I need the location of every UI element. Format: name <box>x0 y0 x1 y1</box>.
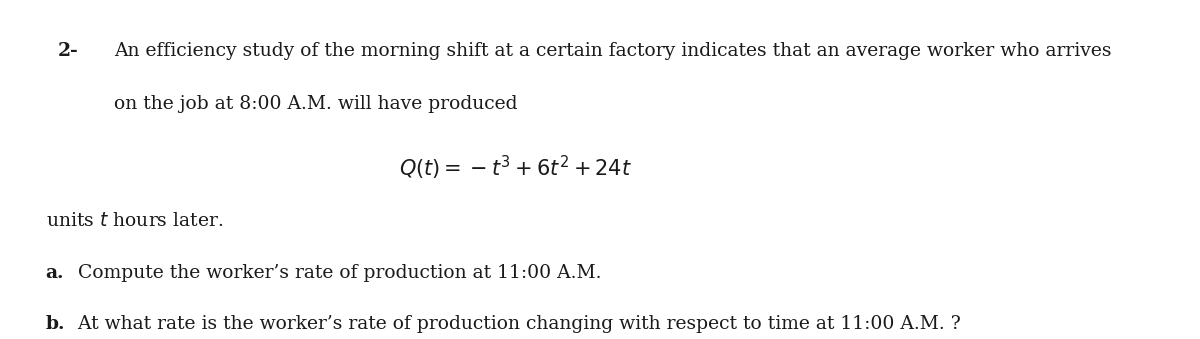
Text: a.: a. <box>46 264 64 282</box>
Text: An efficiency study of the morning shift at a certain factory indicates that an : An efficiency study of the morning shift… <box>114 42 1111 60</box>
Text: units $t$ hours later.: units $t$ hours later. <box>46 212 223 230</box>
Text: on the job at 8:00 A.M. will have produced: on the job at 8:00 A.M. will have produc… <box>114 95 517 113</box>
Text: At what rate is the worker’s rate of production changing with respect to time at: At what rate is the worker’s rate of pro… <box>72 315 961 333</box>
Text: Compute the worker’s rate of production at 11:00 A.M.: Compute the worker’s rate of production … <box>72 264 601 282</box>
Text: 2-: 2- <box>58 42 78 60</box>
Text: b.: b. <box>46 315 65 333</box>
Text: $Q(t) = -t^3 + 6t^2 + 24t$: $Q(t) = -t^3 + 6t^2 + 24t$ <box>400 154 632 182</box>
